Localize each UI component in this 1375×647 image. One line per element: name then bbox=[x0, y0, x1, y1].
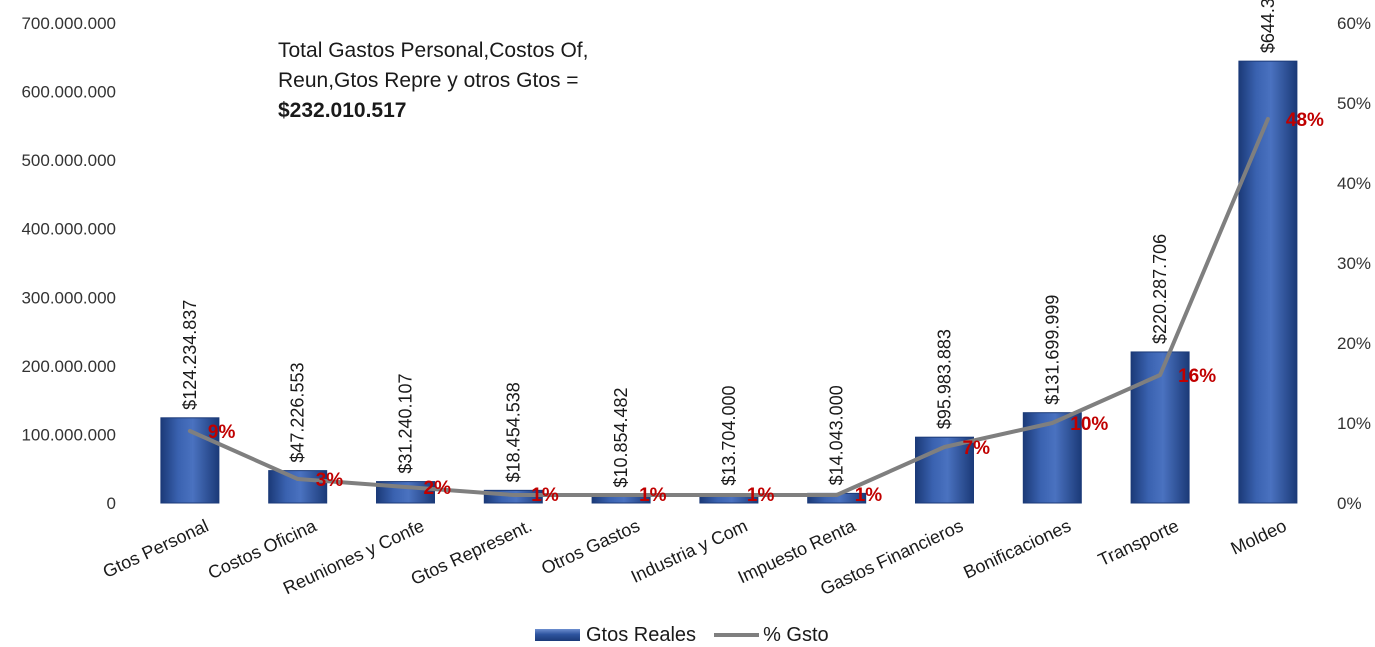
left-tick-label: 400.000.000 bbox=[21, 220, 116, 239]
bar-value-label: $124.234.837 bbox=[180, 300, 200, 410]
legend-bar-label: Gtos Reales bbox=[586, 623, 697, 646]
left-tick-label: 200.000.000 bbox=[21, 357, 116, 376]
bar-value-label: $95.983.883 bbox=[935, 329, 955, 429]
bar-value-label: $14.043.000 bbox=[827, 385, 847, 485]
bar-value-labels: $124.234.837 $47.226.553 $31.240.107 $18.45… bbox=[180, 0, 1278, 488]
bar-value-label: $220.287.706 bbox=[1150, 234, 1170, 344]
legend: Gtos Reales % Gsto bbox=[535, 624, 829, 646]
right-tick-label: 10% bbox=[1337, 414, 1371, 433]
category-label: Gtos Represent. bbox=[408, 515, 535, 589]
legend-bar-swatch bbox=[535, 629, 580, 641]
category-label: Moldeo bbox=[1228, 515, 1290, 558]
right-tick-label: 60% bbox=[1337, 14, 1371, 33]
percent-label: 10% bbox=[1070, 414, 1108, 435]
category-label: Gtos Personal bbox=[100, 515, 212, 581]
bar bbox=[268, 470, 328, 504]
right-axis: 0% 10% 20% 30% 40% 50% 60% bbox=[1337, 14, 1371, 513]
percent-label: 1% bbox=[855, 485, 883, 506]
bar bbox=[1238, 60, 1298, 504]
annotation-line-1: Total Gastos Personal,Costos Of, bbox=[278, 39, 589, 62]
total-annotation: Total Gastos Personal,Costos Of, Reun,Gt… bbox=[278, 36, 588, 126]
right-tick-label: 0% bbox=[1337, 494, 1362, 513]
percent-label: 1% bbox=[531, 485, 559, 506]
category-label: Bonificaciones bbox=[960, 515, 1074, 582]
percent-label: 48% bbox=[1286, 110, 1324, 131]
bar-value-label: $10.854.482 bbox=[611, 387, 631, 487]
percent-label: 1% bbox=[639, 485, 667, 506]
line-series bbox=[187, 117, 1270, 497]
percent-line bbox=[187, 117, 1270, 497]
annotation-line-2: Reun,Gtos Repre y otros Gtos = bbox=[278, 69, 579, 92]
right-tick-label: 50% bbox=[1337, 94, 1371, 113]
bar-value-label: $47.226.553 bbox=[288, 363, 308, 463]
bar-value-label: $31.240.107 bbox=[396, 373, 416, 473]
left-tick-label: 300.000.000 bbox=[21, 288, 116, 307]
left-axis: 0 100.000.000 200.000.000 300.000.000 400.00… bbox=[21, 14, 116, 513]
legend-line-label: % Gsto bbox=[763, 623, 829, 646]
legend-line-swatch bbox=[714, 633, 760, 637]
left-tick-label: 100.000.000 bbox=[21, 425, 116, 444]
bar-value-label: $644.374 bbox=[1258, 0, 1278, 53]
right-tick-label: 40% bbox=[1337, 174, 1371, 193]
right-tick-label: 30% bbox=[1337, 254, 1371, 273]
percent-label: 7% bbox=[963, 438, 991, 459]
right-tick-label: 20% bbox=[1337, 334, 1371, 353]
percent-label: 9% bbox=[208, 422, 236, 443]
bar-value-label: $13.704.000 bbox=[719, 385, 739, 485]
left-tick-label: 0 bbox=[107, 494, 116, 513]
annotation-total: $232.010.517 bbox=[278, 99, 407, 122]
left-tick-label: 500.000.000 bbox=[21, 151, 116, 170]
category-label: Transporte bbox=[1095, 515, 1182, 570]
percent-label: 3% bbox=[316, 470, 344, 491]
bar-value-label: $131.699.999 bbox=[1042, 295, 1062, 405]
percent-label: 1% bbox=[747, 485, 775, 506]
left-tick-label: 600.000.000 bbox=[21, 83, 116, 102]
percent-label: 16% bbox=[1178, 366, 1216, 387]
category-label: Industria y Com bbox=[628, 515, 751, 586]
percent-labels: 9% 3% 2% 1% 1% 1% 1% 7% 10% 16% 48% bbox=[208, 110, 1324, 506]
percent-label: 2% bbox=[424, 478, 452, 499]
bar-value-label: $18.454.538 bbox=[503, 382, 523, 482]
left-tick-label: 700.000.000 bbox=[21, 14, 116, 33]
